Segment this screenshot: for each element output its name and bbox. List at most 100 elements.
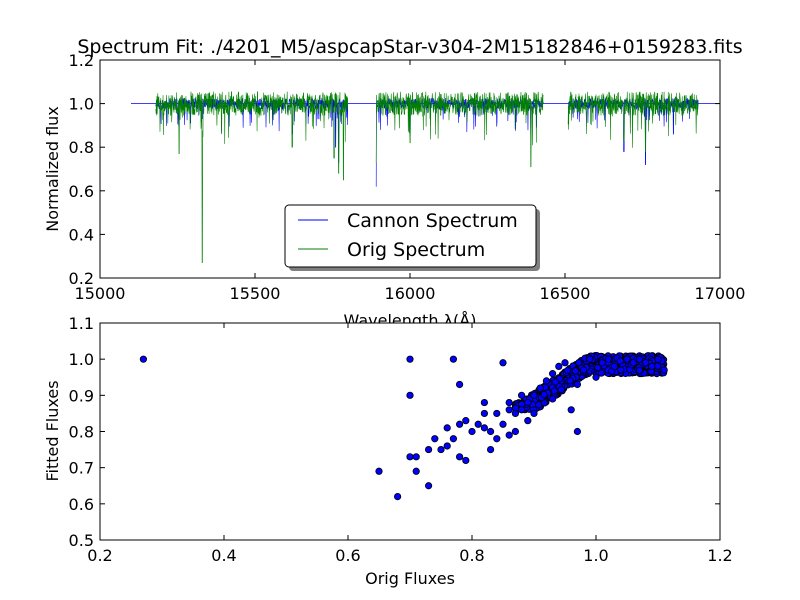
scatter-point — [571, 367, 579, 375]
scatter-point — [594, 364, 602, 372]
scatter-point — [499, 420, 507, 428]
scatter-point — [561, 359, 569, 367]
scatter-y-tick-label: 1.0 — [69, 350, 94, 369]
legend-label-orig: Orig Spectrum — [347, 239, 485, 261]
scatter-x-ticks: 0.2 0.4 0.6 0.8 1.0 1.2 — [87, 323, 733, 565]
scatter-point — [557, 385, 565, 394]
scatter-y-tick-label: 0.9 — [69, 386, 94, 405]
scatter-point — [597, 369, 606, 377]
scatter-x-tick-label: 0.8 — [459, 546, 484, 565]
scatter-plot-area — [139, 351, 668, 501]
scatter-point — [424, 445, 433, 454]
scatter-point — [486, 427, 495, 436]
scatter-point — [629, 359, 637, 367]
scatter-point — [566, 377, 574, 385]
scatter-point — [536, 384, 544, 392]
scatter-point — [480, 409, 488, 418]
scatter-point — [635, 355, 644, 363]
scatter-point — [524, 417, 532, 425]
spectrum-panel: Spectrum Fit: ./4201_M5/aspcapStar-v304-… — [43, 36, 745, 330]
scatter-point — [579, 366, 588, 374]
legend: Cannon Spectrum Orig Spectrum — [284, 204, 540, 271]
scatter-point — [412, 453, 420, 461]
scatter-y-ticks: 0.5 0.6 0.7 0.8 0.9 1.0 1.1 — [69, 314, 720, 550]
scatter-point — [617, 366, 625, 374]
legend-label-cannon: Cannon Spectrum — [347, 210, 518, 232]
scatter-y-tick-label: 0.8 — [69, 423, 94, 442]
series-orig-segment-2 — [567, 91, 699, 152]
scatter-point — [505, 406, 513, 414]
scatter-point — [575, 359, 583, 367]
scatter-x-axis-label: Orig Fluxes — [365, 569, 455, 588]
spectrum-x-tick-label: 15000 — [75, 284, 126, 303]
spectrum-x-tick-label: 15500 — [230, 284, 281, 303]
scatter-point — [586, 355, 594, 363]
scatter-point — [424, 482, 433, 490]
legend-box — [284, 204, 537, 268]
scatter-x-tick-label: 0.4 — [211, 546, 236, 565]
scatter-point — [499, 359, 507, 367]
scatter-point — [474, 420, 482, 428]
scatter-point — [406, 355, 414, 363]
scatter-point — [573, 427, 582, 436]
scatter-point — [598, 359, 606, 367]
spectrum-y-ticks: 0.2 0.4 0.6 0.8 1.0 1.2 — [69, 51, 720, 288]
scatter-point — [431, 435, 439, 443]
scatter-point — [517, 391, 526, 399]
scatter-y-tick-label: 0.5 — [69, 531, 94, 550]
scatter-point — [548, 370, 557, 378]
scatter-point — [375, 467, 383, 475]
scatter-point — [462, 456, 470, 465]
scatter-point — [455, 420, 464, 428]
scatter-point — [480, 424, 488, 432]
scatter-point — [573, 380, 582, 389]
series-orig-segment-1 — [375, 91, 544, 168]
scatter-point — [406, 453, 414, 461]
spectrum-y-tick-label: 0.4 — [69, 225, 94, 244]
scatter-point — [449, 355, 457, 363]
spectrum-y-tick-label: 1.2 — [69, 51, 94, 70]
scatter-point — [610, 362, 619, 370]
scatter-point — [551, 378, 559, 386]
scatter-point — [511, 409, 520, 418]
chart-title: Spectrum Fit: ./4201_M5/aspcapStar-v304-… — [77, 36, 742, 58]
scatter-y-tick-label: 1.1 — [69, 314, 94, 333]
scatter-point — [437, 445, 445, 454]
spectrum-y-tick-label: 0.8 — [69, 138, 94, 157]
scatter-point — [455, 380, 464, 389]
scatter-x-tick-label: 0.2 — [87, 546, 112, 565]
scatter-point — [530, 409, 538, 418]
scatter-point — [406, 391, 414, 399]
scatter-point — [641, 359, 650, 367]
scatter-point — [530, 391, 538, 399]
scatter-point — [592, 373, 600, 381]
series-orig-segment-0 — [155, 90, 349, 264]
scatter-point — [648, 362, 656, 370]
spectrum-x-tick-label: 17000 — [695, 284, 746, 303]
scatter-point — [517, 406, 526, 414]
scatter-point — [468, 427, 476, 436]
scatter-point — [542, 377, 551, 385]
scatter-point — [623, 355, 631, 363]
scatter-point — [393, 492, 402, 501]
scatter-point — [604, 355, 613, 363]
spectrum-x-ticks: 15000 15500 16000 16500 17000 — [75, 60, 746, 303]
scatter-point — [511, 427, 520, 436]
scatter-point — [139, 355, 147, 363]
scatter-point — [654, 355, 662, 363]
scatter-point — [555, 362, 563, 370]
scatter-point — [616, 357, 624, 365]
scatter-point — [486, 445, 495, 454]
scatter-point — [455, 453, 464, 461]
scatter-point — [524, 398, 532, 407]
scatter-point — [493, 435, 501, 443]
scatter-point — [443, 442, 451, 450]
scatter-y-axis-label: Fitted Fluxes — [43, 380, 62, 481]
spectrum-plot-area — [131, 90, 720, 264]
scatter-point — [449, 435, 457, 443]
scatter-point — [540, 399, 549, 407]
scatter-point — [550, 387, 558, 395]
scatter-point — [505, 398, 513, 407]
scatter-panel: 0.2 0.4 0.6 0.8 1.0 1.2 0.5 0.6 0.7 0.8 0.9 1.0 1.1… — [43, 314, 733, 588]
